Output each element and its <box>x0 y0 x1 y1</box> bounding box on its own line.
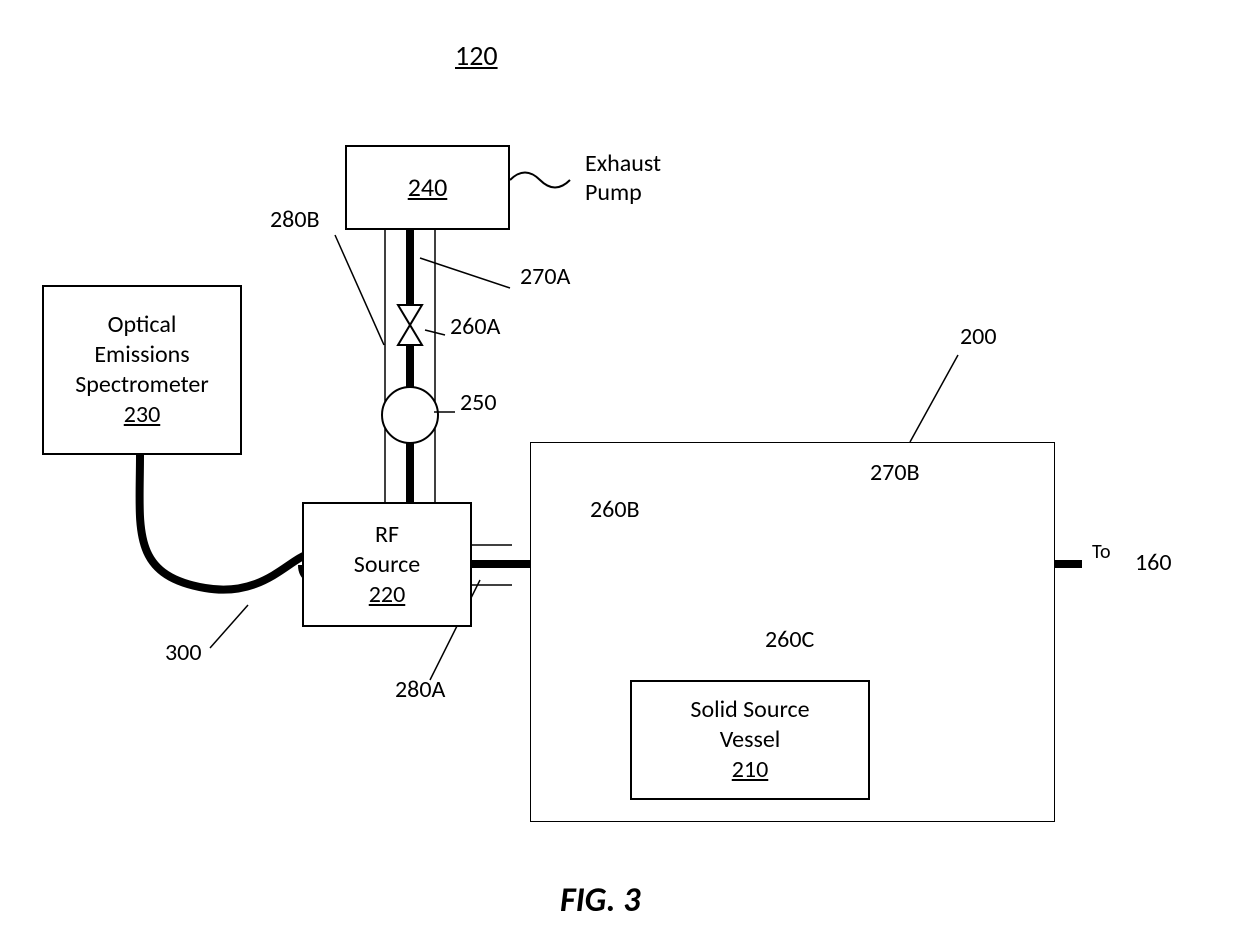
vessel-ref: 210 <box>732 755 769 785</box>
figure-title: FIG. 3 <box>560 880 640 921</box>
label-280B: 280B <box>270 205 320 234</box>
label-250: 250 <box>460 388 497 417</box>
leader-280B <box>335 235 384 345</box>
spectrometer-line2: Emissions <box>94 340 189 370</box>
vessel-line1: Solid Source <box>690 695 809 725</box>
valve-260A <box>398 305 422 345</box>
box-vessel: Solid Source Vessel 210 <box>630 680 870 800</box>
label-260B: 260B <box>590 495 640 524</box>
spectrometer-line3: Spectrometer <box>75 370 208 400</box>
label-300: 300 <box>165 638 202 667</box>
pump-ref: 240 <box>408 171 448 204</box>
label-270A: 270A <box>520 262 570 291</box>
leader-270A <box>420 258 510 288</box>
label-260C: 260C <box>765 625 814 654</box>
pump-label: Exhaust Pump <box>585 150 695 208</box>
label-160: 160 <box>1135 548 1172 577</box>
label-To: To <box>1092 540 1111 564</box>
rf-ref: 220 <box>369 580 406 610</box>
rf-line2: Source <box>354 550 420 580</box>
circle-250 <box>382 387 438 443</box>
box-spectrometer: Optical Emissions Spectrometer 230 <box>42 285 242 455</box>
label-260A: 260A <box>450 312 500 341</box>
box-rf-source: RF Source 220 <box>302 502 472 627</box>
pump-label-line2: Pump <box>585 178 642 207</box>
pump-label-line1: Exhaust <box>585 149 661 178</box>
exhaust-tilde <box>510 173 570 188</box>
spectrometer-line1: Optical <box>108 310 177 340</box>
diagram-stage: 120 <box>0 0 1239 944</box>
vessel-line2: Vessel <box>720 725 781 755</box>
box-240: 240 <box>345 145 510 230</box>
label-270B: 270B <box>870 458 920 487</box>
spectrometer-ref: 230 <box>124 400 161 430</box>
leader-300 <box>210 605 248 648</box>
label-280A: 280A <box>395 675 445 704</box>
leader-200 <box>910 355 958 442</box>
rf-line1: RF <box>375 520 399 550</box>
label-200: 200 <box>960 322 997 351</box>
